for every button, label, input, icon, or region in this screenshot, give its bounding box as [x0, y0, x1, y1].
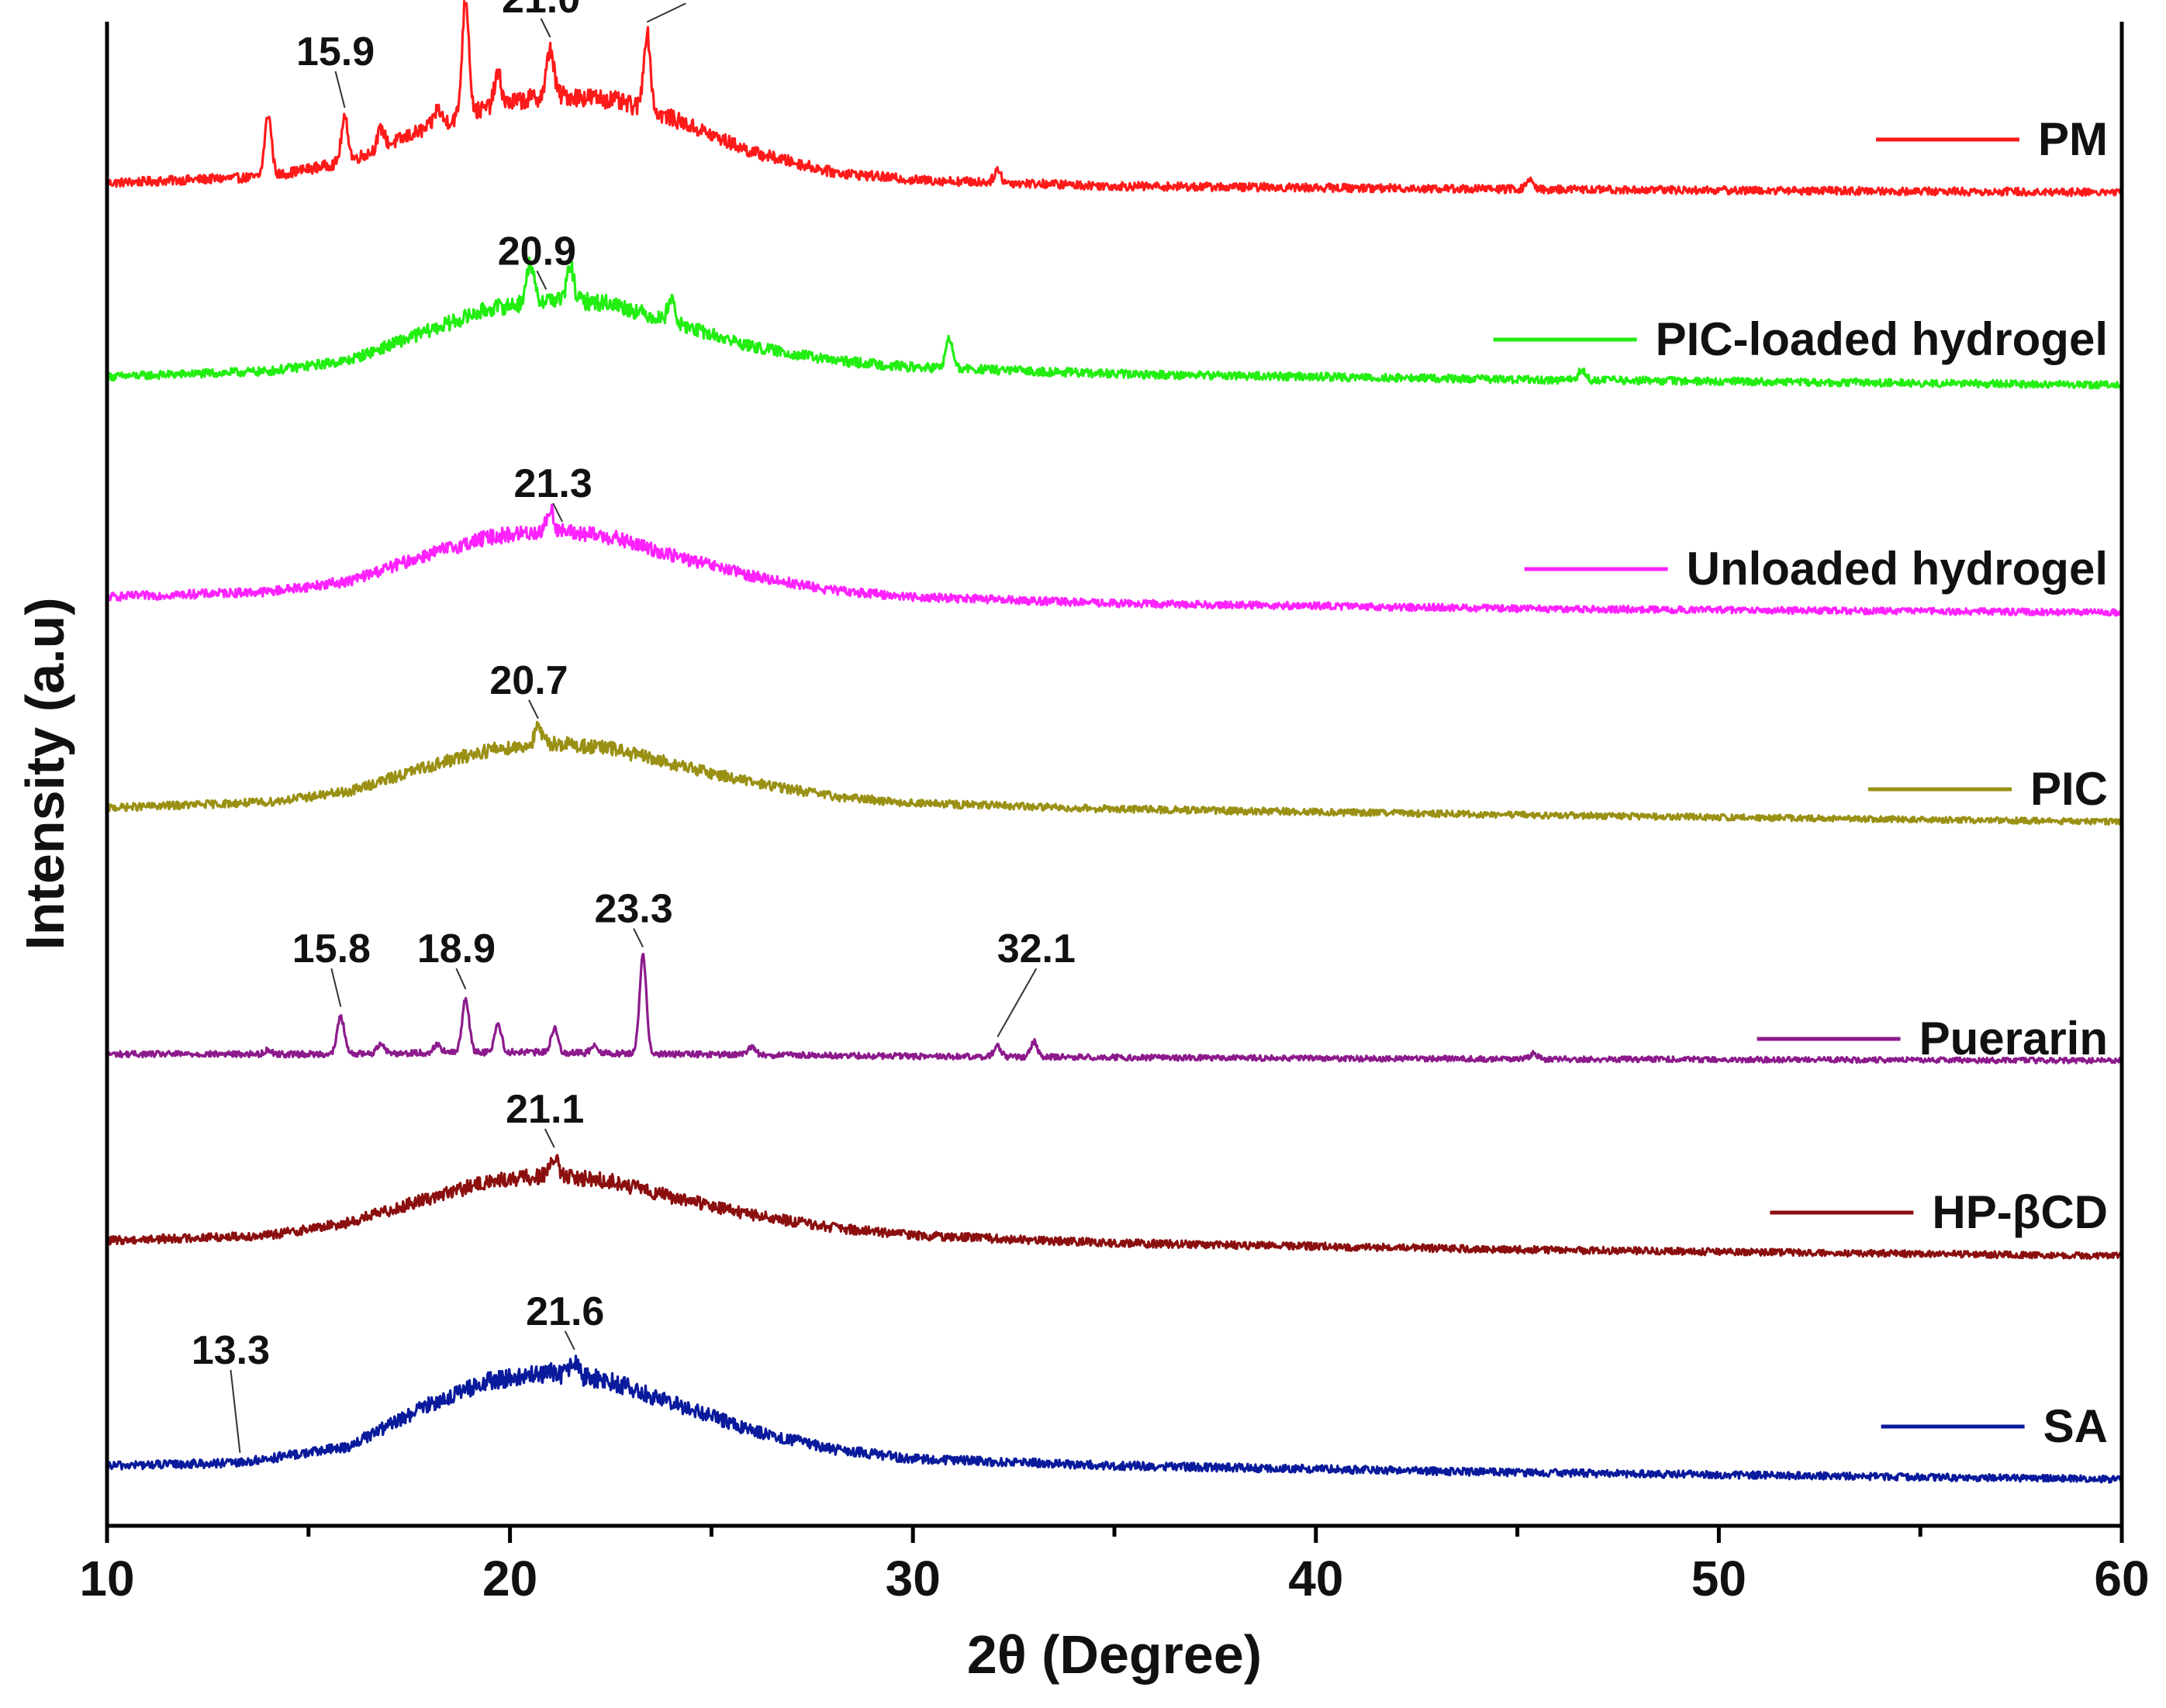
peak-label-4-0: 15.8	[292, 926, 371, 971]
x-tick-label-2: 30	[886, 1551, 941, 1606]
x-ticks: 10 20 30 40 50 60	[79, 1526, 2150, 1606]
peak-leader-4-0	[330, 968, 342, 1007]
series-trace-3	[105, 720, 2123, 826]
peak-leader-6-0	[230, 1369, 241, 1453]
legend-label-1: PIC-loaded hydrogel	[1656, 313, 2108, 365]
peak-label-4-2: 23.3	[594, 887, 672, 932]
peak-leader-5-0	[544, 1128, 555, 1148]
peak-label-2-0: 21.3	[514, 461, 592, 506]
peak-label-4-3: 32.1	[997, 926, 1076, 971]
legend-label-6: SA	[2043, 1400, 2108, 1452]
peak-leader-0-0	[334, 71, 346, 109]
legend-label-5: HP-βCD	[1932, 1186, 2108, 1238]
x-tick-label-4: 50	[1691, 1551, 1746, 1606]
peak-label-1-0: 20.9	[498, 229, 576, 274]
peak-label-6-0: 13.3	[192, 1328, 270, 1373]
peak-label-layer: 15.918.921.023.420.921.320.715.818.923.3…	[192, 0, 1076, 1453]
legend-label-3: PIC	[2030, 763, 2108, 815]
legend-label-2: Unloaded hydrogel	[1687, 543, 2108, 595]
peak-leader-4-1	[455, 968, 467, 990]
peak-leader-0-2	[540, 18, 551, 38]
peak-label-4-1: 18.9	[417, 926, 496, 971]
series-trace-0	[105, 0, 2123, 198]
series-trace-1	[105, 256, 2123, 390]
peak-leader-1-0	[536, 270, 548, 290]
legend-label-4: Puerarin	[1919, 1013, 2108, 1064]
series-trace-6	[106, 1354, 2123, 1484]
peak-leader-4-2	[633, 928, 644, 947]
x-axis-label: 2θ (Degree)	[967, 1624, 1262, 1685]
x-tick-label-5: 60	[2094, 1551, 2149, 1606]
x-tick-label-1: 20	[482, 1551, 537, 1606]
peak-leader-0-3	[646, 2, 686, 23]
legend-label-0: PM	[2038, 113, 2108, 165]
peak-label-3-0: 20.7	[489, 658, 568, 703]
series-trace-4	[105, 952, 2123, 1064]
peak-label-0-0: 15.9	[296, 29, 375, 74]
peak-label-6-1: 21.6	[526, 1289, 604, 1334]
peak-leader-4-3	[997, 968, 1038, 1037]
peak-label-0-2: 21.0	[502, 0, 580, 22]
peak-label-0-3: 23.4	[647, 0, 725, 6]
trace-layer	[105, 0, 2123, 1484]
series-trace-5	[105, 1154, 2123, 1261]
y-axis-label: Intensity (a.u)	[15, 597, 75, 950]
x-tick-label-3: 40	[1288, 1551, 1343, 1606]
series-trace-2	[106, 503, 2123, 617]
peak-leader-2-0	[552, 502, 564, 523]
peak-label-5-0: 21.1	[506, 1087, 584, 1132]
peak-leader-3-0	[528, 699, 539, 719]
legend: PM PIC-loaded hydrogel Unloaded hydrogel PI…	[1493, 113, 2108, 1452]
x-tick-label-0: 10	[79, 1551, 134, 1606]
peak-leader-6-1	[564, 1330, 575, 1351]
